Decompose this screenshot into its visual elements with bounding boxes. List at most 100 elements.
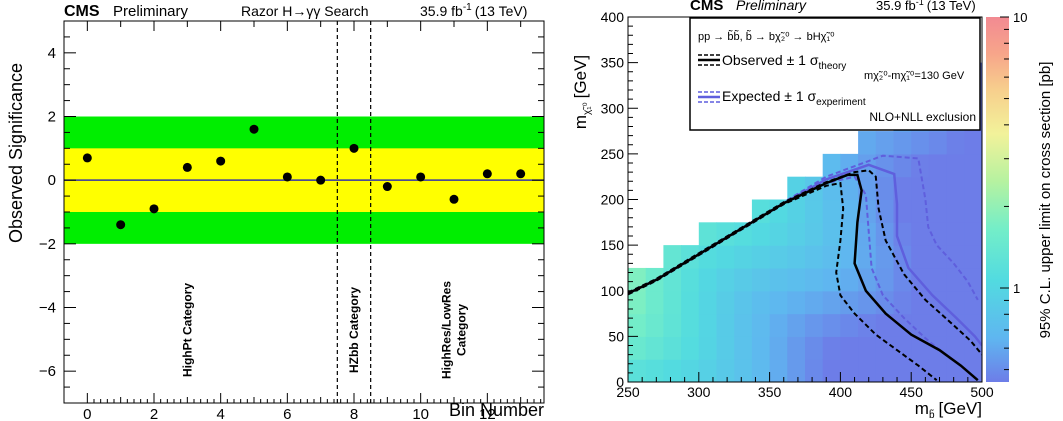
- heatmap-cell: [716, 359, 735, 382]
- heatmap-cell: [805, 336, 824, 360]
- left-preliminary-label: Preliminary: [113, 3, 189, 20]
- heatmap-cell: [787, 359, 806, 382]
- x-tick-label: 4: [216, 406, 224, 421]
- right-lumi-label: 35.9 fb-1 (13 TeV): [876, 0, 976, 13]
- heatmap-cell: [928, 359, 948, 382]
- heatmap-cell: [911, 153, 930, 178]
- x-tick-label: 350: [758, 384, 782, 400]
- heatmap-cell: [858, 290, 877, 315]
- y-tick-label: 0: [616, 374, 624, 390]
- x-tick-label: 250: [616, 384, 640, 400]
- heatmap-cell: [734, 359, 753, 382]
- legend-observed-swatch: [698, 54, 720, 66]
- heatmap-cell: [964, 222, 982, 246]
- heatmap-cell: [964, 199, 982, 223]
- heatmap-cell: [946, 245, 965, 269]
- heatmap-cell: [787, 222, 806, 246]
- heatmap-cell: [628, 336, 647, 360]
- x-tick-label: 10: [412, 406, 429, 421]
- heatmap-cell: [964, 336, 982, 360]
- heatmap-cell: [893, 290, 912, 315]
- x-tick-label: 0: [83, 406, 91, 421]
- y-tick-label: −4: [39, 300, 56, 317]
- legend-expected-swatch: [698, 91, 720, 103]
- heatmap-cell: [840, 222, 859, 246]
- heatmap-cell: [769, 336, 788, 360]
- x-tick-label: 8: [350, 406, 358, 421]
- heatmap-cell: [946, 222, 965, 246]
- heatmap-cell: [698, 267, 718, 292]
- heatmap-cell: [840, 290, 859, 315]
- right-axis-ticks: [627, 16, 983, 383]
- heatmap-cell: [787, 313, 806, 337]
- y-tick-label: 2: [48, 109, 56, 126]
- heatmap-cell: [911, 176, 930, 201]
- heatmap-cell: [964, 359, 982, 382]
- y-tick-label: 200: [601, 192, 625, 208]
- heatmap-cell: [751, 267, 771, 292]
- heatmap-cell: [875, 176, 895, 201]
- heatmap-cell: [698, 336, 718, 360]
- data-point: [482, 169, 492, 179]
- heatmap-cell: [787, 336, 806, 360]
- heatmap-cell: [928, 153, 948, 178]
- heatmap-cell: [858, 131, 877, 155]
- left-x-axis-title: Bin Number: [449, 400, 544, 420]
- heatmap-cell: [628, 290, 647, 315]
- heatmap-cell: [893, 267, 912, 292]
- right-x-axis-title: mb̃ [GeV]: [915, 399, 982, 421]
- category-labels: HighPt Category HZbb Category HighRes/LowR…: [180, 281, 468, 379]
- heatmap-cell: [946, 131, 965, 155]
- x-tick-label: 500: [970, 384, 994, 400]
- heatmap-cell: [698, 359, 718, 382]
- heatmap-cell: [875, 359, 895, 382]
- legend-process: pp → b̃b̃, b̃ → bχ̃₂⁰ → bHχ̃₁⁰: [698, 30, 835, 43]
- color-bar-ticks: 1 10: [1000, 10, 1027, 371]
- heatmap-cell: [840, 313, 859, 337]
- heatmap-cell: [663, 336, 682, 360]
- heatmap-cell: [628, 359, 647, 382]
- data-points: [82, 124, 526, 230]
- data-point: [349, 143, 359, 153]
- heatmap-cell: [769, 267, 788, 292]
- legend-observed-label: Observed ± 1 σtheory: [722, 52, 846, 72]
- heatmap-cell: [751, 199, 771, 223]
- y-tick-label: 100: [601, 283, 625, 299]
- heatmap-cell: [681, 267, 700, 292]
- data-point: [382, 182, 392, 192]
- y-tick-label: 300: [601, 100, 625, 116]
- heatmap-cell: [822, 336, 841, 360]
- y-tick-label: 50: [608, 328, 624, 344]
- data-point: [216, 156, 226, 166]
- exclusion-chart: pp → b̃b̃, b̃ → bχ̃₂⁰ → bHχ̃₁⁰ Observed …: [571, 0, 1054, 421]
- heatmap-cell: [769, 222, 788, 246]
- heatmap-cell: [628, 313, 647, 337]
- legend-box: [689, 17, 981, 131]
- heatmap-cell: [875, 245, 895, 269]
- heatmap-cell: [911, 199, 930, 223]
- heatmap-cell: [964, 131, 982, 155]
- limit-heatmap: [628, 62, 982, 382]
- heatmap-cell: [858, 176, 877, 201]
- heatmap-cell: [751, 222, 771, 246]
- heatmap-cell: [681, 313, 700, 337]
- heatmap-cell: [875, 336, 895, 360]
- x-tick-label: 12: [479, 406, 496, 421]
- observed-curve: [628, 173, 979, 382]
- heatmap-cell: [822, 359, 841, 382]
- heatmap-cell: [893, 153, 912, 178]
- heatmap-cell: [858, 199, 877, 223]
- color-bar: [986, 17, 1009, 382]
- color-bar-title: 95% C.L. upper limit on cross section [p…: [1037, 62, 1054, 339]
- y-tick-label: 4: [48, 45, 56, 62]
- y-tick-label: 0: [48, 172, 56, 189]
- heatmap-cell: [875, 290, 895, 315]
- heatmap-cell: [805, 245, 824, 269]
- y-tick-label: −2: [39, 236, 56, 253]
- heatmap-cell: [663, 313, 682, 337]
- heatmap-cell: [787, 267, 806, 292]
- heatmap-cell: [734, 290, 753, 315]
- heatmap-cell: [734, 313, 753, 337]
- heatmap-cell: [840, 267, 859, 292]
- left-cms-label: CMS: [64, 3, 100, 20]
